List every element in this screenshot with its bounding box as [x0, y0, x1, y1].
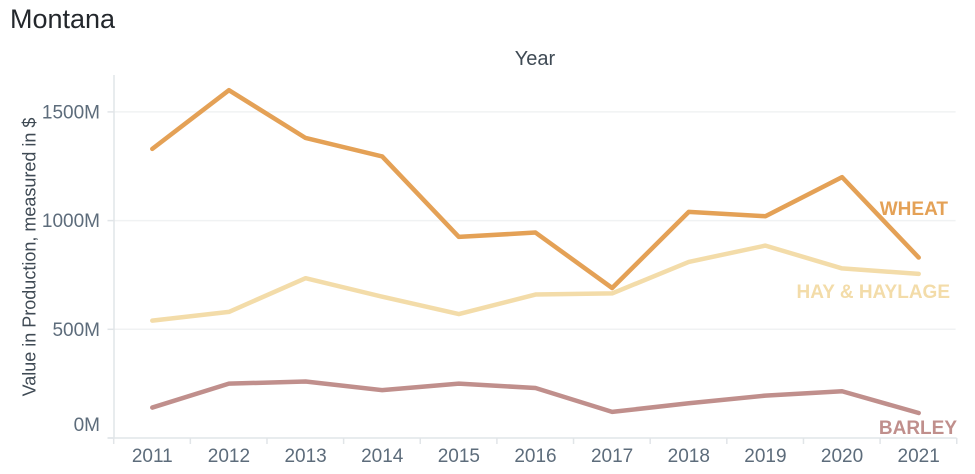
x-tick-label: 2013: [284, 446, 326, 467]
series-line-hay-haylage[interactable]: [150, 243, 921, 323]
page-title: Montana: [10, 4, 116, 34]
x-tick-label: 2014: [361, 446, 404, 467]
x-tick-label: 2012: [208, 446, 250, 467]
series-label-hay-haylage[interactable]: HAY & HAYLAGE: [796, 282, 950, 303]
x-tick-label: 2021: [898, 446, 940, 467]
y-tick-label: 1000M: [42, 211, 100, 232]
x-tick-label: 2018: [668, 446, 710, 467]
x-axis-title: Year: [514, 48, 556, 70]
series-line-wheat[interactable]: [150, 87, 921, 291]
x-tick-label: 2019: [744, 446, 786, 467]
y-tick-label: 1500M: [42, 102, 100, 123]
x-tick-label: 2017: [591, 446, 633, 467]
series-label-wheat[interactable]: WHEAT: [879, 199, 948, 220]
series-line-barley[interactable]: [150, 379, 921, 416]
x-tick-label: 2016: [514, 446, 556, 467]
x-tick-label: 2020: [821, 446, 863, 467]
series-label-barley[interactable]: BARLEY: [878, 418, 957, 439]
x-tick-label: 2011: [132, 446, 173, 467]
y-tick-label: 500M: [52, 320, 100, 341]
y-tick-label: 0M: [74, 415, 100, 436]
x-tick-label: 2015: [438, 446, 480, 467]
